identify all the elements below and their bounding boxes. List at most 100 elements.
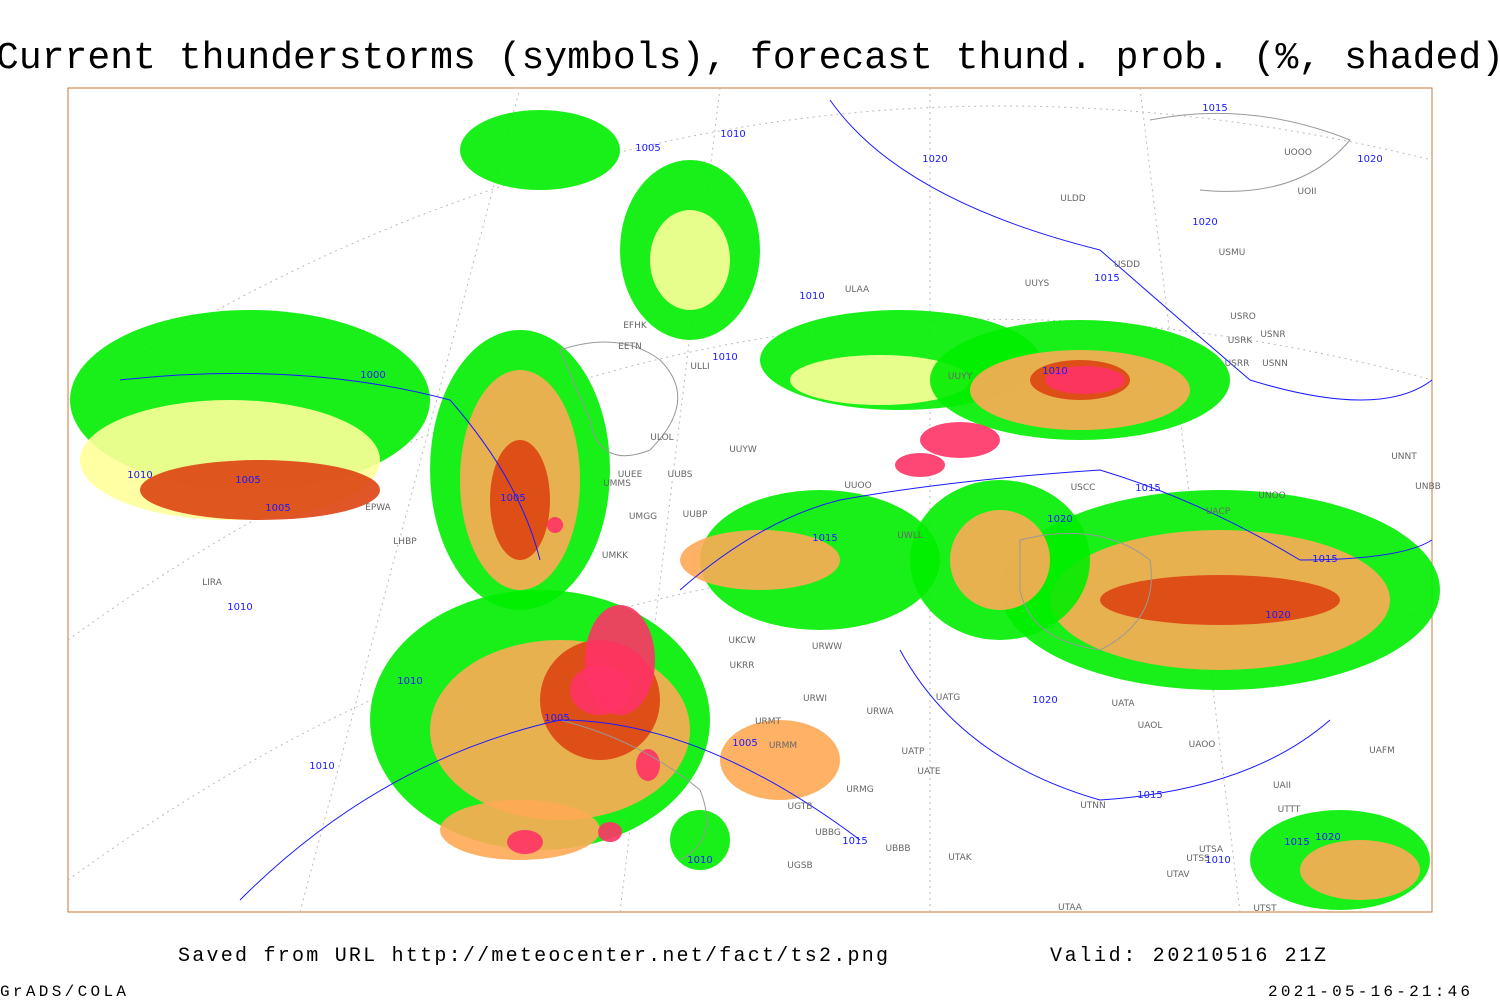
isobar-label: 1010 <box>799 291 824 302</box>
isobar-label: 1015 <box>1202 103 1227 114</box>
station-label: UTST <box>1253 904 1277 914</box>
station-label: UTAV <box>1166 870 1190 880</box>
isobar-label: 1010 <box>309 761 334 772</box>
station-label: URWI <box>803 694 827 704</box>
shading-blob <box>547 517 563 533</box>
station-label: ULDD <box>1060 194 1086 204</box>
station-label: UATG <box>936 693 961 703</box>
station-label: UTAK <box>948 853 973 863</box>
station-label: UMGG <box>629 512 657 522</box>
station-label: UUBS <box>668 470 693 480</box>
station-label: UUOO <box>844 481 871 491</box>
station-label: UNNT <box>1391 452 1417 462</box>
station-label: UAII <box>1273 781 1291 791</box>
station-label: URMM <box>769 741 797 751</box>
isobar-label: 1015 <box>1094 273 1119 284</box>
station-label: UTAA <box>1058 903 1083 913</box>
station-label: ULAA <box>845 285 870 295</box>
source-url: Saved from URL http://meteocenter.net/fa… <box>178 945 888 968</box>
shading-blob <box>440 800 600 860</box>
isobar-label: 1010 <box>1042 366 1067 377</box>
shading-blob <box>670 810 730 870</box>
shading-blob <box>570 665 630 715</box>
station-label: UUYS <box>1025 279 1050 289</box>
isobar-label: 1005 <box>544 713 569 724</box>
probability-shading <box>70 110 1440 910</box>
isobar-label: 1020 <box>1032 695 1057 706</box>
station-label: ULOL <box>650 433 673 443</box>
isobars <box>119 99 1433 901</box>
isobar-label: 1015 <box>812 533 837 544</box>
isobar-label: 1005 <box>635 143 660 154</box>
station-label: URMT <box>755 717 782 727</box>
station-label: USRO <box>1230 312 1256 322</box>
shading-blob <box>650 210 730 310</box>
station-label: UUEE <box>618 470 643 480</box>
station-label: UKRR <box>730 661 755 671</box>
shading-blob <box>490 440 550 560</box>
station-label: USCC <box>1071 483 1096 493</box>
station-label: UGSB <box>787 861 812 871</box>
isobar-label: 1020 <box>922 154 947 165</box>
isobar-label: 1005 <box>732 738 757 749</box>
isobar-label: 1010 <box>1205 855 1230 866</box>
station-label: URMG <box>846 785 874 795</box>
isobar-label: 1010 <box>127 470 152 481</box>
isobar-label: 1010 <box>397 676 422 687</box>
station-label: EPWA <box>365 503 392 513</box>
station-label: ULLI <box>690 362 709 372</box>
station-label: URWA <box>866 707 894 717</box>
isobar-label: 1015 <box>1137 790 1162 801</box>
station-label: UTSA <box>1199 845 1224 855</box>
station-label: UBBG <box>815 828 841 838</box>
station-label: UKCW <box>728 636 755 646</box>
isobar-label: 1015 <box>842 836 867 847</box>
isobar-label: 1020 <box>1265 610 1290 621</box>
station-label: USNR <box>1260 330 1285 340</box>
isobar-label: 1020 <box>1192 217 1217 228</box>
station-label: UTSS <box>1186 854 1210 864</box>
station-label: UBBB <box>885 844 910 854</box>
isobar-label: 1020 <box>1047 514 1072 525</box>
station-label: UNBB <box>1415 482 1441 492</box>
shading-blob <box>460 110 620 190</box>
station-label: LIRA <box>202 578 223 588</box>
shading-blob <box>790 355 970 405</box>
station-label: UUYY <box>948 372 973 382</box>
isobar-label: 1015 <box>1135 483 1160 494</box>
shading-blob <box>720 720 840 800</box>
shading-blob <box>950 510 1050 610</box>
coastlines <box>559 112 1351 861</box>
station-label: EETN <box>618 342 642 352</box>
station-label: UOOO <box>1284 148 1312 158</box>
title: Current thunderstorms (symbols), forecas… <box>0 37 1500 80</box>
station-label: UAFM <box>1369 746 1395 756</box>
station-label: UATP <box>902 747 926 757</box>
station-label: UATE <box>917 767 941 777</box>
station-label: UACP <box>1206 507 1231 517</box>
isobar-label: 1020 <box>1315 832 1340 843</box>
shading-blob <box>636 749 660 781</box>
shading-blob <box>920 422 1000 458</box>
station-label: USRK <box>1228 336 1254 346</box>
shading-blob <box>895 453 945 477</box>
station-label: LHBP <box>393 537 417 547</box>
station-label: UOII <box>1298 187 1317 197</box>
station-label: URWW <box>812 642 842 652</box>
isobar-label: 1010 <box>687 855 712 866</box>
station-label: USRR <box>1225 359 1250 369</box>
shading-blob <box>680 530 840 590</box>
shading-blob <box>140 460 380 520</box>
isobar-label: 1015 <box>1312 554 1337 565</box>
station-label: UNOO <box>1258 491 1286 501</box>
shading-blob <box>598 822 622 842</box>
isobar-label: 1010 <box>712 352 737 363</box>
shading-blob <box>507 830 543 854</box>
station-label: UWLL <box>897 531 923 541</box>
isobar-label: 1010 <box>720 129 745 140</box>
station-label: UMMS <box>603 479 631 489</box>
timestamp: 2021-05-16-21:46 <box>1268 983 1470 1000</box>
isobar-label: 1015 <box>1284 837 1309 848</box>
isobar-label: 1005 <box>500 493 525 504</box>
